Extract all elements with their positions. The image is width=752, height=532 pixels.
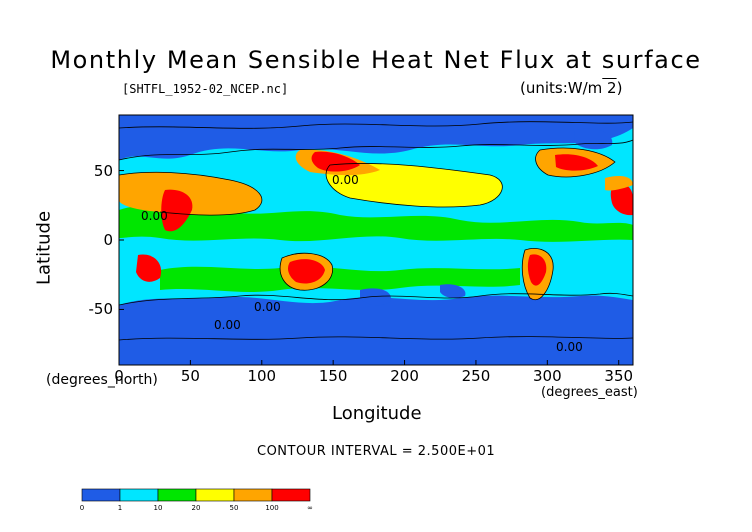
colorbar-label: 10 [153,504,163,512]
chart-title: Monthly Mean Sensible Heat Net Flux at s… [50,46,702,74]
contour-label: 0.00 [214,318,241,332]
field-tropics-green [119,204,633,242]
contour-label: 0.00 [254,300,281,314]
x-tick-label: 50 [180,367,200,385]
contour-line [119,139,633,161]
y-axis-unit: (degrees_north) [46,372,158,388]
x-tick-label: 250 [461,367,491,385]
field-so-cold-patch-2 [440,284,466,299]
y-tick-label: 0 [103,231,113,249]
colorbar-swatch [81,488,121,502]
contour-line [119,336,633,341]
source-file-label: [SHTFL_1952-02_NCEP.nc] [122,82,289,96]
field-north-cold [119,115,633,160]
x-tick-label: 200 [390,367,419,385]
x-axis-label: Longitude [332,403,422,424]
x-axis-unit: (degrees_east) [541,385,638,400]
x-tick-label: 350 [604,367,634,385]
field-asia-red [311,151,360,172]
field-south-cold [119,295,633,365]
contour-line [535,147,616,178]
colorbar-swatch [195,488,235,502]
contour-line [119,121,633,129]
y-tick-label: 50 [93,161,113,180]
field-east-edge-orange [605,176,633,191]
field-south-green [160,266,520,292]
contour-line [325,163,503,208]
x-tick-label: 300 [533,367,562,385]
x-tick-label: 0 [114,367,124,385]
contour-label: 0.00 [556,340,583,354]
field-southern-africa-red [136,254,162,282]
field-greenland-cold [574,128,613,150]
x-tick-label: 150 [318,367,348,385]
colorbar-label: 100 [265,504,279,512]
contour-label: 0.00 [141,209,168,223]
field-atlantic-red [555,154,598,171]
field-pacific-warm [326,163,503,208]
colorbar-label: 20 [191,504,201,512]
field-africa-red [161,189,193,232]
colorbar-label: ∞ [307,504,313,512]
field-east-edge-red [610,184,633,216]
contour-line [119,171,263,216]
colorbar-label: 1 [117,504,123,512]
contour-line [119,292,633,306]
colorbar-label: 0 [79,504,85,512]
contour-line [521,248,554,301]
y-tick-label: -50 [88,300,114,319]
field-australia-red [288,259,325,284]
x-tick-label: 100 [247,367,277,385]
contour-line [279,252,333,291]
colorbar-swatch [119,488,159,502]
contour-interval-label: CONTOUR INTERVAL = 2.500E+01 [257,444,496,459]
contour-label: 0.00 [332,173,359,187]
units-label: (units:W/m 2) [520,79,623,97]
colorbar-label: 50 [229,504,239,512]
field-africa-warm [119,172,262,216]
colorbar-swatch [271,488,311,502]
colorbar-swatch [157,488,197,502]
colorbar-swatch [233,488,273,502]
field-samerica-red [527,254,547,286]
